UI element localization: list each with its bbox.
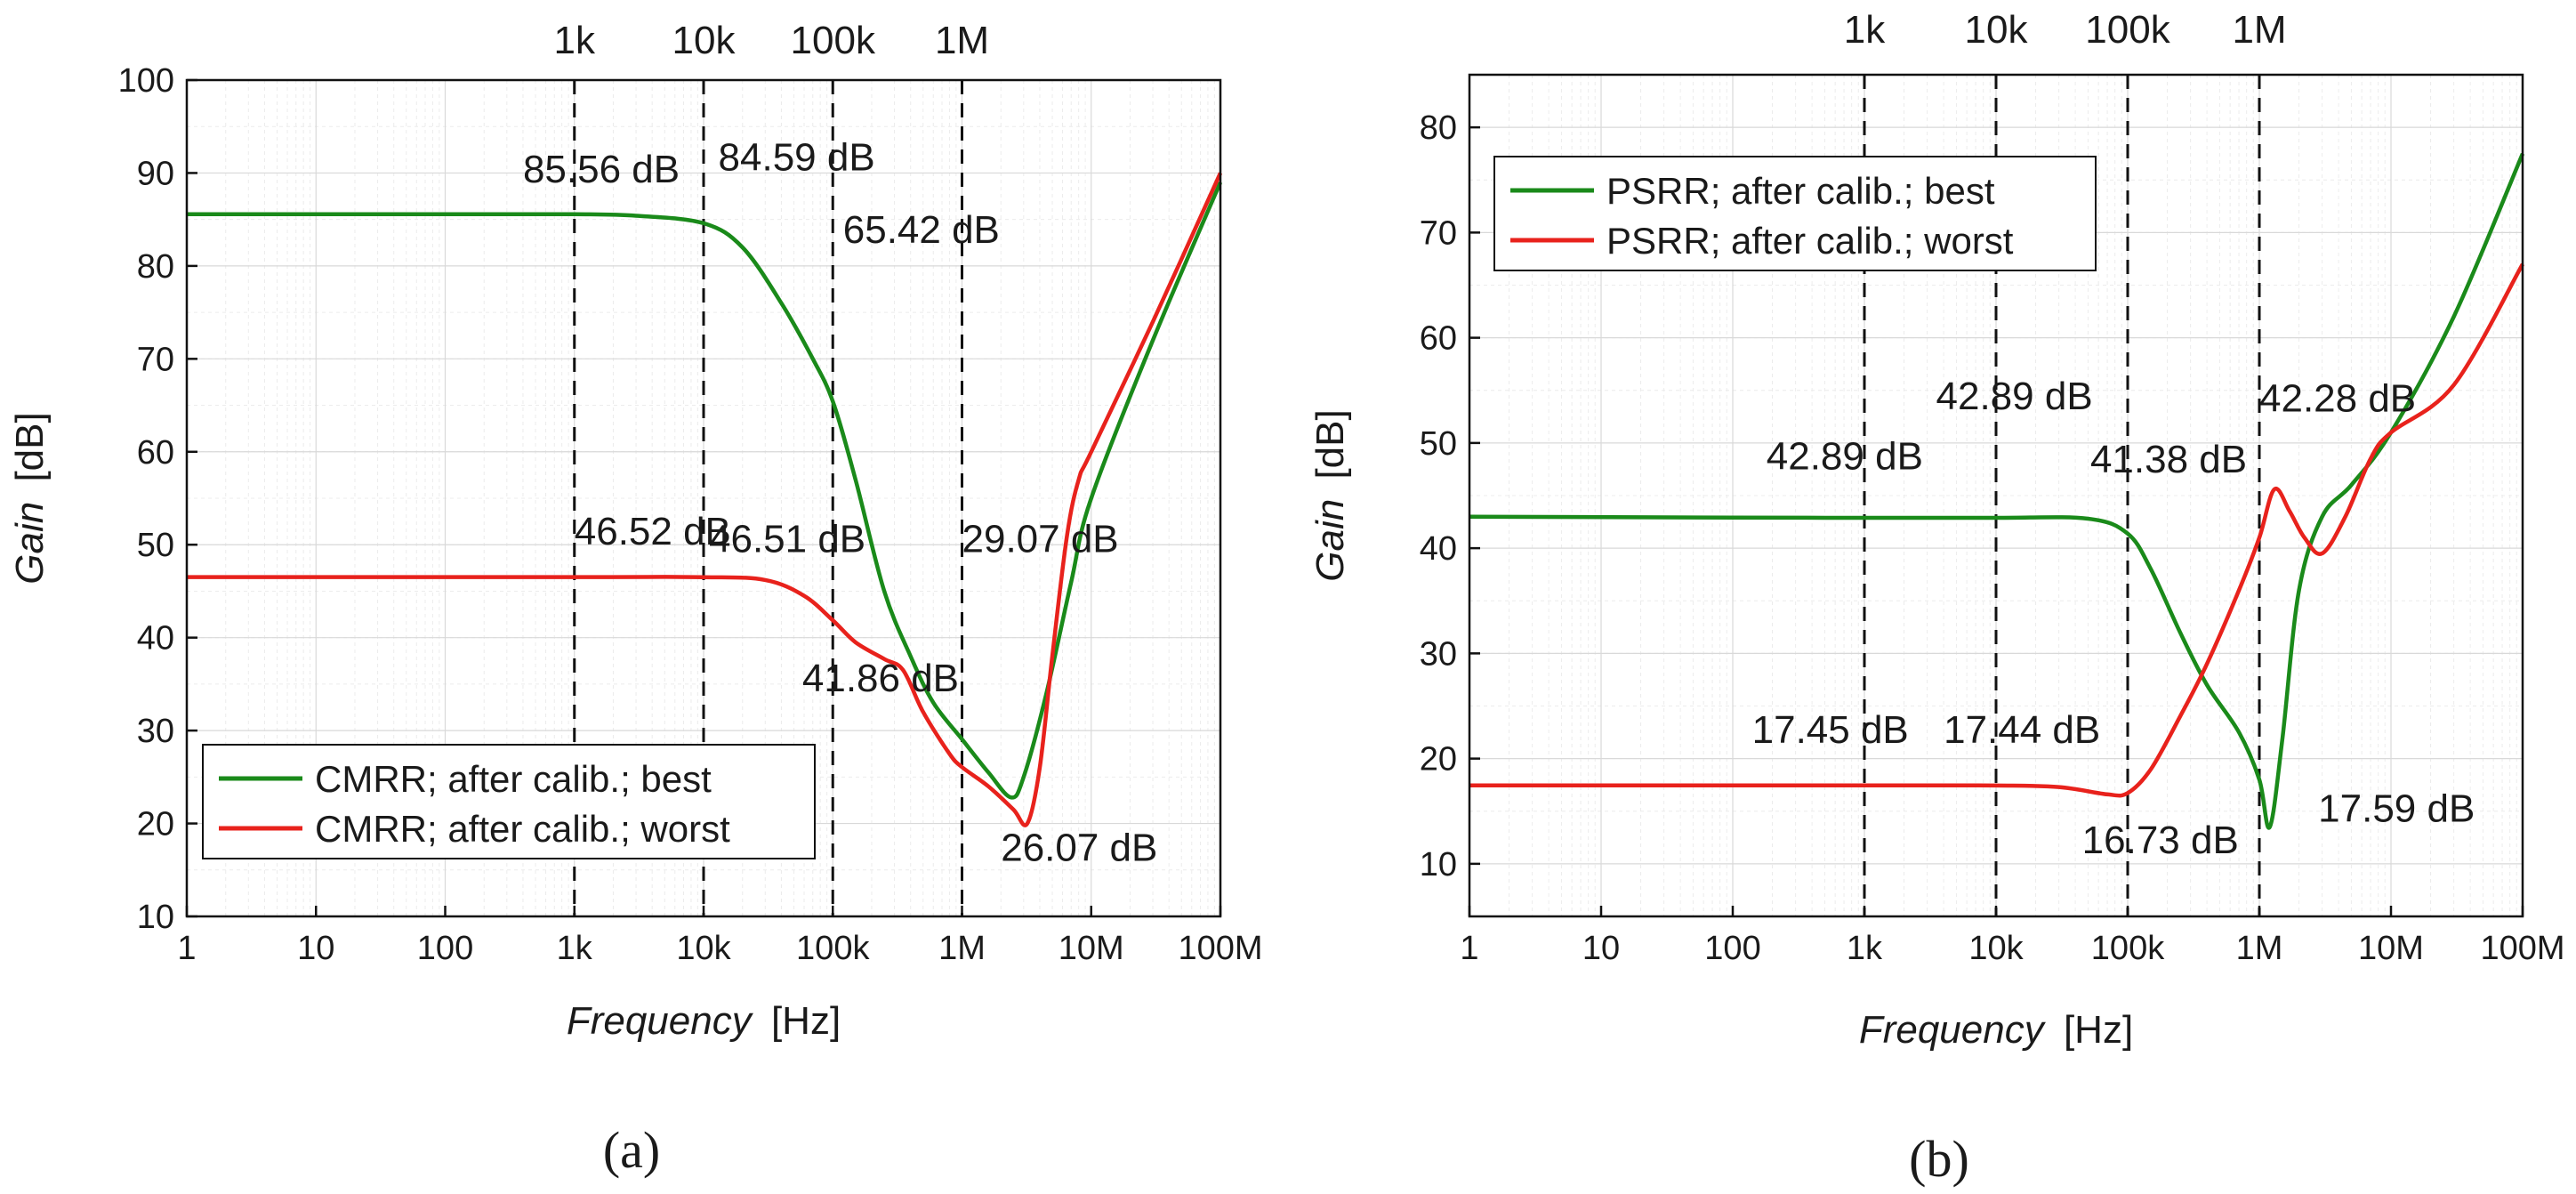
legend-label-b-0: PSRR; after calib.; best [1606, 170, 1995, 212]
x-tick-label-b-6: 1M [2236, 930, 2283, 967]
y-tick-label-a-7: 80 [137, 248, 174, 286]
top-marker-label-a-0: 1k [554, 19, 596, 62]
series-line-a-0 [186, 182, 1223, 800]
top-marker-label-a-1: 10k [672, 19, 737, 62]
x-tick-label-b-8: 100M [2480, 930, 2564, 967]
legend-b: PSRR; after calib.; best PSRR; after cali… [1493, 156, 2097, 271]
x-tick-label-b-0: 1 [1460, 930, 1478, 967]
data-label-a-4: 46.51 dB [709, 518, 865, 561]
top-marker-label-b-2: 100k [2085, 8, 2170, 52]
legend-label-b-1: PSRR; after calib.; worst [1606, 220, 2014, 262]
series-layer-b [1469, 152, 2525, 830]
data-label-b-7: 17.59 dB [2318, 787, 2475, 831]
series-layer-a [186, 172, 1223, 827]
y-axis-label-b: Gain [dB] [1308, 409, 1352, 581]
y-tick-label-a-0: 10 [137, 899, 174, 936]
y-tick-label-b-6: 70 [1420, 214, 1457, 252]
data-label-b-5: 17.44 dB [1944, 708, 2100, 752]
y-tick-label-b-0: 10 [1420, 846, 1457, 883]
x-tick-label-a-4: 10k [676, 930, 731, 967]
x-tick-label-a-5: 100k [796, 930, 870, 967]
data-label-b-1: 42.89 dB [1936, 375, 2093, 418]
y-tick-label-b-2: 30 [1420, 635, 1457, 673]
series-line-b-1 [1469, 262, 2524, 798]
top-marker-label-b-1: 10k [1965, 8, 2029, 52]
data-label-a-3: 46.52 dB [575, 510, 731, 553]
chart-panel-b: 1k 10k 100k 1M 1 10 100 1k 10k 100k 1M 10M 100M 10 20 3… [1308, 8, 2565, 1052]
data-label-b-4: 17.45 dB [1752, 708, 1909, 752]
y-tick-label-a-2: 30 [137, 713, 174, 750]
top-marker-label-a-3: 1M [935, 19, 989, 62]
tick-labels-a: 1k 10k 100k 1M1 10 100 1k 10k 100k 1M 10M 100M10203… [118, 19, 1263, 967]
data-label-b-2: 41.38 dB [2090, 438, 2247, 481]
y-tick-label-a-8: 90 [137, 155, 174, 192]
x-axis-label-b-unit: [Hz] [2064, 1008, 2133, 1052]
y-tick-label-b-3: 40 [1420, 530, 1457, 568]
y-axis-label-a-unit: [dB] [8, 412, 52, 481]
legend-box-a [202, 744, 816, 859]
x-tick-label-b-4: 10k [1968, 930, 2024, 967]
y-tick-label-a-3: 40 [137, 620, 174, 658]
x-tick-label-a-7: 10M [1059, 930, 1124, 967]
tick-labels-b: 1k 10k 100k 1M 1 10 100 1k 10k 100k 1M 10M 100M 10 20 3… [1420, 8, 2565, 967]
legend-label-a-0: CMRR; after calib.; best [315, 758, 712, 800]
x-tick-label-a-3: 1k [557, 930, 593, 967]
x-axis-label-b: Frequency [Hz] [1859, 1008, 2133, 1052]
x-tick-label-a-6: 1M [938, 930, 986, 967]
legend-box-b [1493, 156, 2097, 271]
data-label-a-2: 65.42 dB [843, 208, 1000, 252]
series-line-a-1 [187, 172, 1223, 827]
y-tick-label-a-4: 50 [137, 527, 174, 564]
panel-label-a: (a) [603, 1121, 660, 1179]
y-axis-label-a: Gain [dB] [8, 412, 52, 584]
top-marker-label-b-0: 1k [1844, 8, 1886, 52]
panel-label-b: (b) [1909, 1130, 1969, 1188]
x-tick-label-a-2: 100 [417, 930, 473, 967]
y-axis-label-a-name: Gain [8, 502, 52, 585]
x-axis-label-a-unit: [Hz] [771, 999, 841, 1043]
x-tick-label-a-0: 1 [177, 930, 196, 967]
x-axis-label-a: Frequency [Hz] [567, 999, 841, 1043]
y-tick-label-a-9: 100 [118, 62, 174, 100]
y-axis-label-b-unit: [dB] [1308, 409, 1352, 479]
y-tick-label-b-7: 80 [1420, 109, 1457, 147]
y-tick-label-a-5: 60 [137, 434, 174, 472]
legend-label-a-1: CMRR; after calib.; worst [315, 808, 730, 850]
data-label-a-6: 41.86 dB [802, 657, 959, 700]
x-tick-label-a-8: 100M [1178, 930, 1262, 967]
data-label-b-6: 16.73 dB [2082, 819, 2239, 862]
data-label-a-7: 26.07 dB [1001, 826, 1157, 869]
x-tick-label-b-2: 100 [1704, 930, 1760, 967]
y-tick-label-b-1: 20 [1420, 741, 1457, 779]
x-axis-label-b-name: Frequency [1859, 1008, 2047, 1052]
top-marker-label-a-2: 100k [791, 19, 876, 62]
data-label-a-5: 29.07 dB [962, 518, 1119, 561]
y-tick-label-b-5: 60 [1420, 320, 1457, 358]
x-tick-label-b-5: 100k [2091, 930, 2165, 967]
annotations-b: 42.89 dB 42.89 dB 41.38 dB 42.28 dB 17.45 dB… [1752, 375, 2475, 862]
y-axis-label-b-name: Gain [1308, 499, 1352, 582]
data-label-a-0: 85.56 dB [523, 148, 680, 191]
x-tick-label-a-1: 10 [297, 930, 334, 967]
legend-a: CMRR; after calib.; best CMRR; after cali… [202, 744, 816, 859]
x-tick-label-b-3: 1k [1847, 930, 1883, 967]
top-marker-label-b-3: 1M [2232, 8, 2286, 52]
x-tick-label-b-7: 10M [2358, 930, 2424, 967]
chart-panel-a: 1k 10k 100k 1M1 10 100 1k 10k 100k 1M 10M 100M10203… [8, 19, 1263, 1043]
y-tick-label-a-1: 20 [137, 806, 174, 843]
y-tick-label-b-4: 50 [1420, 425, 1457, 463]
y-tick-label-a-6: 70 [137, 341, 174, 378]
data-label-a-1: 84.59 dB [719, 135, 875, 179]
x-tick-label-b-1: 10 [1582, 930, 1620, 967]
data-label-b-3: 42.28 dB [2259, 376, 2416, 420]
data-label-b-0: 42.89 dB [1767, 434, 1923, 478]
x-axis-label-a-name: Frequency [567, 999, 754, 1043]
